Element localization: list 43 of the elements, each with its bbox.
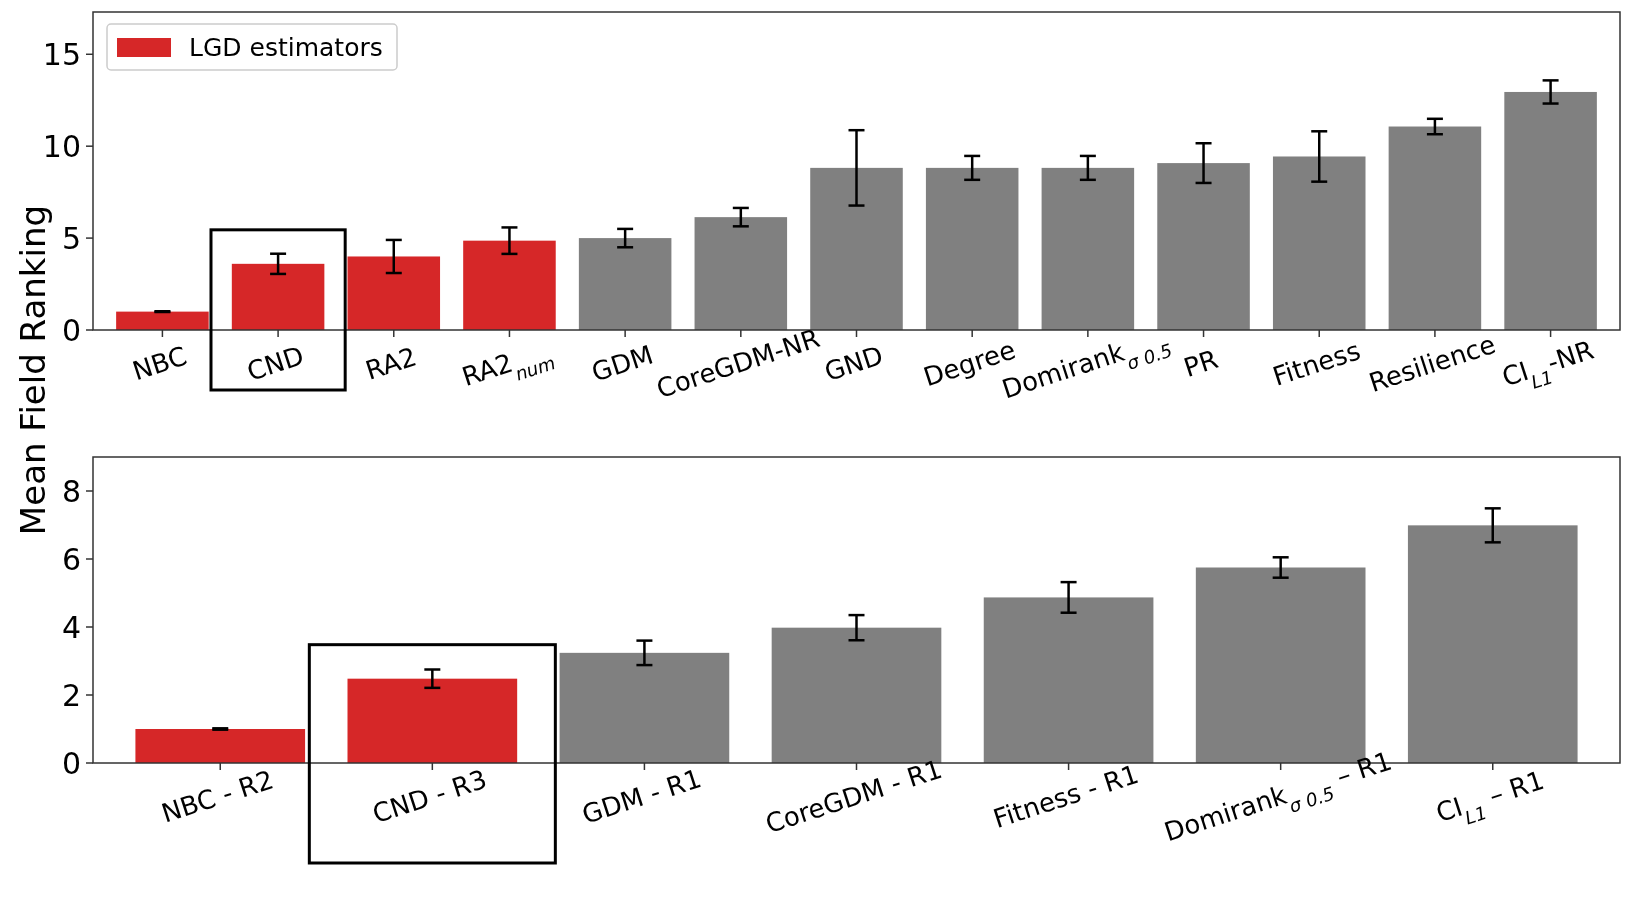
bar [983,597,1154,763]
y-tick-label: 8 [61,473,81,509]
x-tick-label: RA2 [361,341,421,386]
bar [116,311,209,330]
bar [1407,525,1578,763]
bar [1388,126,1482,330]
x-tick-label: GDM - R1 [578,763,705,830]
bar [463,240,556,330]
y-tick-label: 15 [42,36,81,72]
x-tick-label: NBC - R2 [157,764,278,829]
bar [1504,91,1597,330]
y-axis-title: Mean Field Ranking [13,204,53,536]
bar [231,263,325,330]
bar [1041,167,1135,330]
x-tick-label: CND [243,340,308,387]
bar [135,729,306,763]
y-tick-label: 4 [61,609,81,645]
x-tick-label: Fitness - R1 [989,758,1143,834]
y-tick-label: 2 [61,677,81,713]
x-tick-label: CI$_{L1}$-NR [1498,334,1598,393]
x-tick-label: NBC [128,340,191,387]
bar [578,238,672,330]
y-tick-label: 10 [42,128,81,164]
bar [1272,156,1366,330]
bar [1157,163,1250,330]
x-tick-label: PR [1180,343,1222,383]
x-tick-label: CI$_{L1}$ – R1 [1432,764,1548,829]
legend-label: LGD estimators [189,32,383,62]
bar [925,167,1019,330]
bar [347,256,441,330]
bar [771,627,942,763]
y-tick-label: 6 [61,541,81,577]
y-tick-label: 5 [61,220,81,256]
y-tick-label: 0 [61,745,81,781]
y-tick-label: 0 [61,312,81,348]
x-tick-label: GND [820,339,887,387]
bar [810,167,903,330]
x-tick-label: GDM [587,339,657,388]
bar [559,652,730,763]
x-tick-label: CND - R3 [368,763,491,829]
bar [694,217,788,330]
x-tick-label: Fitness [1268,335,1364,392]
bar [347,678,518,763]
